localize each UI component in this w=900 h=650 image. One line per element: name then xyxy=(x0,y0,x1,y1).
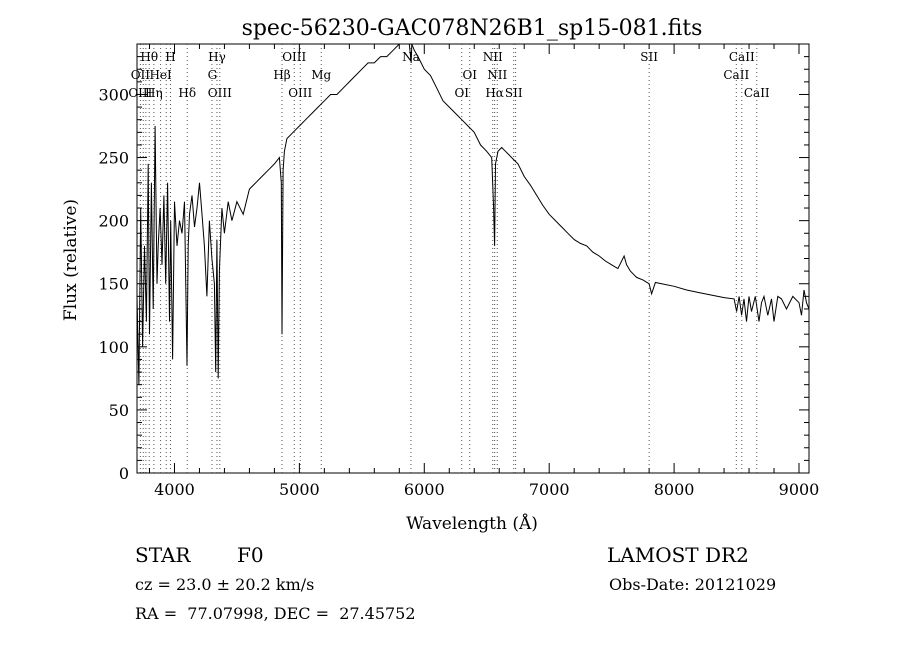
line-label: HeI xyxy=(149,68,172,82)
line-label: Hδ xyxy=(178,86,196,100)
line-label: CaII xyxy=(729,50,755,64)
y-tick-label: 150 xyxy=(98,275,129,294)
observation-date: Obs-Date: 20121029 xyxy=(609,575,777,594)
object-class: STAR xyxy=(135,543,191,567)
redshift-readout: cz = 23.0 ± 20.2 km/s xyxy=(135,575,315,594)
x-tick-label: 9000 xyxy=(779,480,820,499)
emission-line-markers xyxy=(139,44,758,473)
x-axis-ticks: 4000 5000 6000 7000 8000 9000 xyxy=(148,44,820,499)
line-label: OIII xyxy=(288,86,312,100)
y-tick-label: 250 xyxy=(98,149,129,168)
x-axis-label: Wavelength (Å) xyxy=(406,513,538,534)
line-label: OIII xyxy=(128,86,152,100)
line-label: H xyxy=(165,50,175,64)
y-tick-label: 50 xyxy=(109,401,129,420)
line-label: OIII xyxy=(282,50,306,64)
line-label: CaII xyxy=(723,68,749,82)
line-label: OI xyxy=(462,68,477,82)
x-tick-label: 7000 xyxy=(529,480,570,499)
y-axis-label: Flux (relative) xyxy=(61,199,81,321)
line-label: Hβ xyxy=(273,68,290,82)
line-label: OII xyxy=(131,68,151,82)
spectral-subclass: F0 xyxy=(237,543,264,567)
line-label: Hα xyxy=(485,86,504,100)
line-label: SII xyxy=(640,50,658,64)
line-label: Hη xyxy=(145,86,163,100)
survey-name: LAMOST DR2 xyxy=(607,543,749,567)
line-label: SII xyxy=(505,86,523,100)
line-label: Hθ xyxy=(140,50,158,64)
line-label: G xyxy=(208,68,218,82)
y-tick-label: 300 xyxy=(98,85,129,104)
line-label: Mg xyxy=(311,68,331,82)
line-label: NII xyxy=(487,68,507,82)
x-tick-label: 5000 xyxy=(279,480,320,499)
x-tick-label: 4000 xyxy=(154,480,195,499)
y-tick-label: 200 xyxy=(98,212,129,231)
spectrum-line xyxy=(136,43,810,385)
line-label: NII xyxy=(483,50,503,64)
x-tick-label: 6000 xyxy=(404,480,445,499)
line-label: CaII xyxy=(744,86,770,100)
coordinates-readout: RA = 77.07998, DEC = 27.45752 xyxy=(135,604,416,623)
line-label: Hγ xyxy=(208,50,226,64)
y-tick-label: 0 xyxy=(119,464,129,483)
y-tick-label: 100 xyxy=(98,338,129,357)
line-label: OIII xyxy=(208,86,232,100)
chart-title: spec-56230-GAC078N26B1_sp15-081.fits xyxy=(242,16,703,41)
line-label: OI xyxy=(454,86,469,100)
plot-frame xyxy=(136,43,810,474)
x-tick-label: 8000 xyxy=(654,480,695,499)
